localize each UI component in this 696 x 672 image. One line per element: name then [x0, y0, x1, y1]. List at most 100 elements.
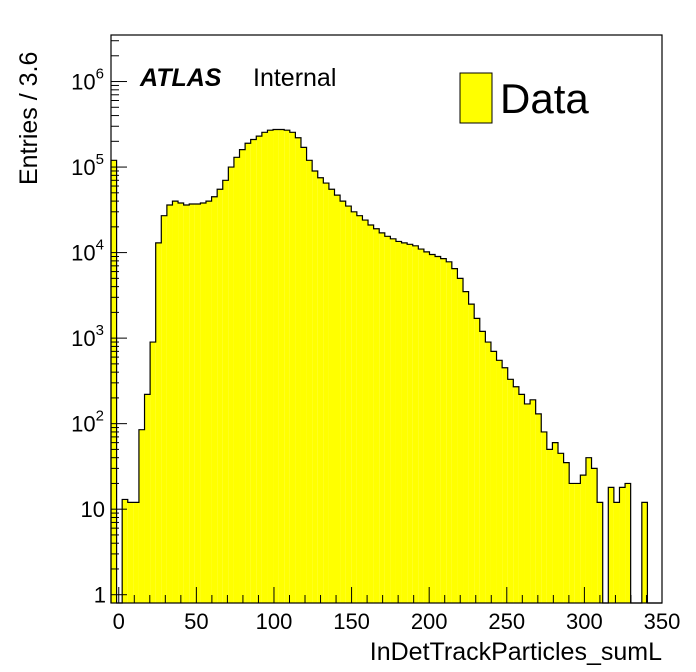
- histogram-bin: [507, 379, 514, 603]
- y-tick-label: 103: [71, 322, 104, 351]
- y-tick-label: 1: [94, 583, 106, 608]
- experiment-label: ATLAS: [139, 64, 222, 92]
- histogram-bin: [490, 351, 497, 603]
- histogram-bin: [289, 132, 296, 604]
- histogram-bin: [563, 462, 570, 603]
- histogram-bin: [211, 196, 218, 603]
- histogram-bin: [535, 413, 542, 603]
- histogram-bin: [591, 468, 598, 603]
- histogram-bin: [256, 136, 262, 603]
- x-axis-title: InDetTrackParticles_sumL: [370, 638, 662, 666]
- histogram-bin: [189, 203, 195, 604]
- histogram-bin: [552, 442, 559, 603]
- histogram-bin: [541, 431, 547, 603]
- histogram-bin: [138, 429, 145, 603]
- histogram-bin: [278, 129, 285, 604]
- histogram-outline: [110, 128, 662, 604]
- histogram-bin: [401, 242, 408, 603]
- histogram-bin: [641, 502, 648, 603]
- plot-area: [110, 128, 662, 604]
- y-tick-label: 10: [81, 497, 105, 522]
- histogram-bin: [111, 160, 117, 604]
- histogram-bin: [435, 256, 441, 603]
- histogram-bin: [233, 157, 240, 603]
- histogram-bin: [625, 483, 631, 603]
- x-tick-label: 300: [566, 609, 603, 634]
- y-tick-label: 102: [71, 408, 104, 437]
- histogram-bin: [429, 254, 436, 603]
- histogram-bin: [295, 137, 301, 603]
- histogram-bin: [496, 360, 503, 603]
- histogram-bin: [228, 167, 234, 603]
- histogram-bin: [250, 139, 257, 603]
- histogram-bin: [323, 183, 329, 603]
- histogram-bin: [328, 189, 335, 603]
- histogram-bin: [178, 203, 184, 603]
- x-tick-label: 0: [113, 609, 125, 634]
- histogram-bin: [245, 143, 251, 603]
- x-tick-label: 200: [411, 609, 448, 634]
- histogram-bin: [340, 201, 346, 603]
- x-tick-label: 50: [184, 609, 208, 634]
- y-axis-title: Entries / 3.6: [15, 52, 43, 185]
- histogram-bin: [597, 502, 603, 603]
- histogram-bin: [580, 475, 586, 603]
- histogram-bin: [200, 203, 206, 603]
- histogram-bin: [194, 203, 201, 604]
- histogram-bin: [569, 483, 575, 603]
- histogram-bin: [407, 244, 413, 604]
- x-tick-label: 350: [644, 609, 681, 634]
- histogram-bin: [619, 487, 626, 603]
- histogram-bin: [205, 201, 212, 603]
- histogram-bin: [222, 180, 229, 603]
- histogram-bin: [463, 291, 469, 603]
- histogram-bin: [155, 242, 162, 603]
- histogram-bin: [608, 487, 614, 603]
- histogram-bin: [133, 502, 139, 603]
- histogram-bin: [312, 170, 318, 604]
- histogram-bin: [351, 211, 357, 604]
- histogram-bin: [558, 453, 564, 603]
- histogram-bin: [446, 261, 452, 603]
- x-tick-label: 100: [256, 609, 293, 634]
- histogram-bin: [217, 189, 223, 603]
- histogram-bin: [261, 132, 268, 604]
- status-label: Internal: [253, 64, 336, 92]
- histogram-bin: [395, 241, 402, 603]
- histogram-bin: [613, 502, 620, 603]
- histogram-bin: [300, 147, 307, 603]
- histogram-bin: [474, 318, 480, 603]
- histogram-bin: [362, 220, 369, 603]
- histogram-bin: [345, 206, 352, 603]
- histogram-bin: [267, 130, 274, 604]
- histogram-bin: [524, 403, 531, 603]
- x-tick-label: 250: [488, 609, 525, 634]
- x-tick-label: 150: [333, 609, 370, 634]
- histogram-bin: [518, 394, 525, 603]
- y-tick-label: 104: [71, 237, 104, 266]
- histogram-bin: [334, 195, 341, 604]
- histogram-bin: [172, 201, 179, 603]
- histogram-bin: [317, 177, 324, 603]
- histogram-bin: [451, 268, 458, 603]
- histogram-bin: [161, 215, 167, 603]
- histogram-bin: [412, 245, 419, 603]
- histogram-bin: [502, 367, 508, 603]
- histogram-bin: [183, 205, 190, 603]
- histogram-bin: [485, 342, 491, 603]
- histogram-bin: [457, 278, 464, 603]
- histogram-bin: [423, 251, 430, 604]
- histogram-bin: [150, 342, 156, 603]
- histogram-bin: [585, 457, 592, 603]
- histogram-bin: [530, 399, 536, 603]
- histogram-bin: [127, 502, 134, 603]
- histogram-bin: [468, 304, 475, 603]
- histogram-bin: [390, 238, 396, 604]
- legend-entry-data: Data: [500, 75, 589, 122]
- histogram-bin: [418, 249, 424, 604]
- histogram-bin: [122, 499, 128, 603]
- histogram-bin: [306, 160, 313, 604]
- histogram-bin: [166, 205, 173, 603]
- histogram-bin: [356, 215, 363, 603]
